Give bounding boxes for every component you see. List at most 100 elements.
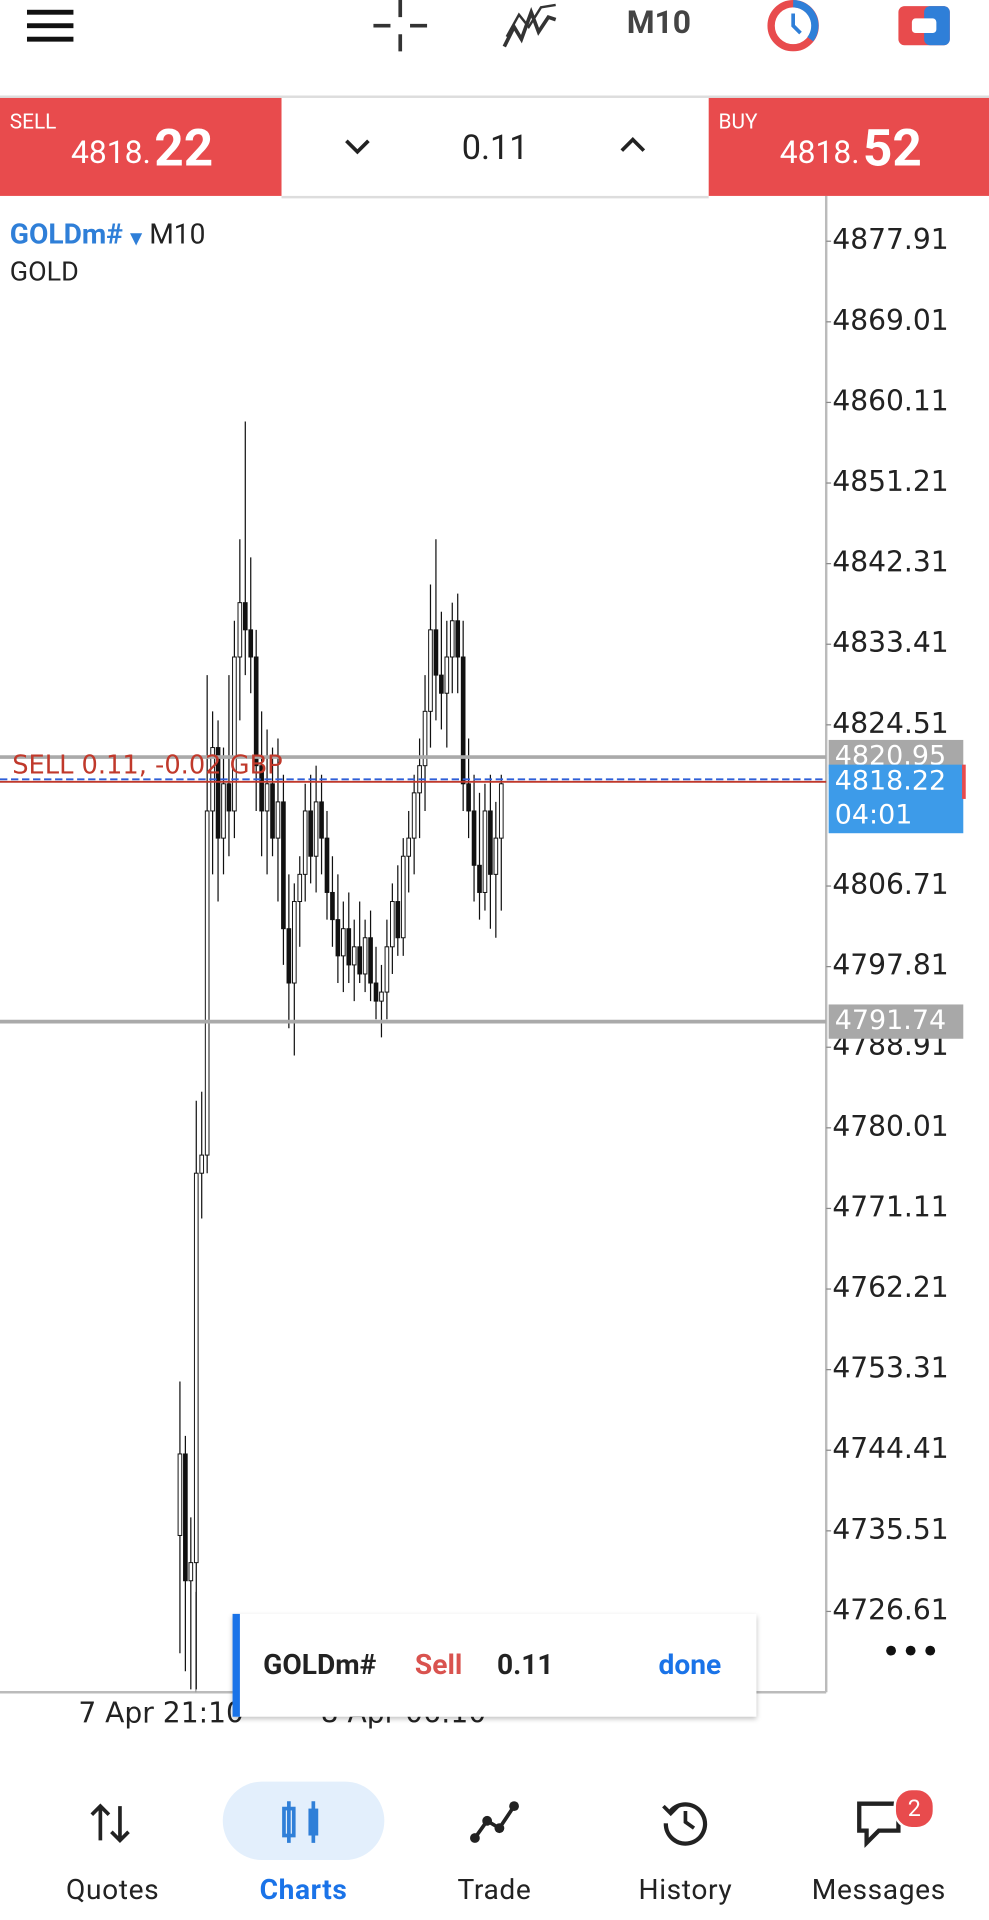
indicators-button[interactable] (502, 2, 558, 51)
nav-label: Charts (259, 1873, 348, 1907)
candle-body (428, 629, 433, 712)
candle-body (188, 1562, 194, 1582)
candle-body (248, 629, 254, 658)
candle-body (232, 656, 237, 812)
price-axis-label: 4824.51 (832, 707, 948, 740)
toast-symbol: GOLDm# (263, 1648, 377, 1682)
lot-value[interactable]: 0.11 (461, 127, 529, 168)
candle-body (270, 783, 275, 839)
candle-body (406, 837, 412, 857)
clock-button[interactable] (766, 0, 820, 52)
symbol[interactable]: GOLDm# (9, 217, 123, 252)
candle-body (237, 602, 243, 658)
lot-selector: 0.11 (281, 98, 709, 199)
nav-item[interactable]: History (588, 1763, 784, 1920)
candle-body (357, 946, 362, 975)
candle-body (215, 747, 221, 839)
price-tag-label: 4818.22 (835, 765, 946, 796)
nav-active-pill (222, 1781, 385, 1861)
candle-body (204, 810, 210, 1156)
bid-marker (962, 764, 966, 799)
nav-icon (662, 1802, 708, 1846)
price-axis-label: 4842.31 (832, 546, 948, 579)
candle-body (460, 656, 466, 785)
candle-body (384, 946, 390, 993)
candle-body (368, 937, 373, 984)
price-tag-time: 04:01 (835, 800, 913, 831)
nav-label: Messages (811, 1873, 946, 1907)
order-line-label: SELL 0.11, -0.02 GBP (12, 750, 282, 780)
candle-body (395, 901, 401, 939)
candle-body (281, 801, 286, 930)
price-axis-label: 4877.91 (832, 223, 948, 256)
candle-body (335, 919, 341, 957)
price-axis-label: 4806.71 (832, 868, 948, 901)
candle-body (488, 810, 493, 875)
buy-button[interactable]: BUY 4818. 52 (708, 97, 989, 196)
more-button[interactable] (881, 1641, 942, 1661)
buy-label: BUY (718, 110, 758, 135)
price-axis-label: 4869.01 (832, 304, 948, 337)
price-axis-label: 4860.11 (832, 384, 948, 417)
candle-body (297, 873, 303, 903)
price-axis-label: 4753.31 (832, 1352, 948, 1385)
price-axis-label: 4771.11 (832, 1190, 948, 1223)
candle-body (422, 710, 428, 767)
price-axis-label: 4762.21 (832, 1271, 948, 1304)
trade-panel-button[interactable] (897, 5, 951, 47)
candle-body (362, 937, 368, 975)
candle-body (302, 810, 308, 875)
candle-body (493, 837, 499, 875)
candle-body (439, 674, 444, 694)
candle-body (390, 901, 395, 948)
candle-body (264, 783, 270, 812)
candle-body (177, 1453, 183, 1536)
candle-body (193, 1172, 199, 1564)
lot-up[interactable] (618, 132, 647, 156)
timeframe-button[interactable]: M10 (626, 4, 692, 42)
nav-icon (90, 1803, 130, 1844)
candle-body (433, 629, 439, 676)
candle-body (183, 1453, 188, 1582)
price-axis-label: 4780.01 (832, 1110, 948, 1143)
nav-item[interactable]: Messages 2 (781, 1763, 977, 1920)
lot-down[interactable] (343, 135, 372, 159)
buy-price: 4818. (779, 134, 860, 172)
candle-body (259, 765, 264, 812)
menu-button[interactable] (26, 7, 76, 44)
nav-item[interactable]: Quotes (15, 1763, 211, 1920)
candle-body (313, 801, 319, 857)
crosshair-button[interactable] (373, 0, 428, 54)
price-axis-label: 4735.51 (832, 1513, 948, 1546)
sell-button[interactable]: SELL 4818. 22 (0, 97, 282, 196)
sell-label: SELL (9, 110, 57, 135)
price-tag-label: 4791.74 (835, 1005, 946, 1036)
candle-body (373, 982, 379, 1002)
candle-body (199, 1154, 205, 1174)
toast-lot: 0.11 (496, 1648, 554, 1682)
toast-side: Sell (414, 1648, 463, 1682)
price-axis-label: 4744.41 (832, 1432, 948, 1465)
candle-body (291, 901, 297, 984)
candle-body (379, 991, 384, 1002)
nav-icon (470, 1801, 519, 1843)
price-axis-label: 4851.21 (832, 465, 948, 498)
symbol-header: GOLDm# ▼ M10 (9, 217, 206, 252)
candle-body (346, 928, 352, 966)
candle-body (482, 810, 488, 893)
candle-body (226, 783, 232, 812)
candle-body (455, 620, 461, 658)
toast-done[interactable]: done (658, 1648, 722, 1682)
candle-body (286, 928, 292, 984)
candle-body (477, 864, 482, 893)
buy-pips: 52 (862, 118, 922, 179)
nav-item[interactable]: Trade (397, 1763, 593, 1920)
price-tag (828, 764, 964, 834)
sell-pips: 22 (154, 118, 214, 179)
candle-body (444, 656, 450, 694)
candle-body (341, 928, 346, 957)
candle-body (308, 810, 313, 857)
nav-item[interactable]: Charts (206, 1763, 402, 1920)
